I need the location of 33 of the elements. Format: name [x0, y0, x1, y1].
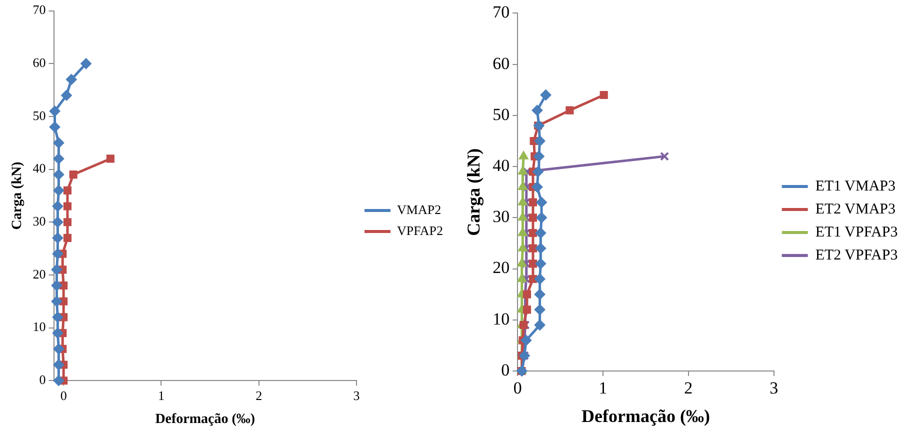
y-tick-label: 50	[32, 108, 46, 123]
y-tick-label: 70	[492, 2, 510, 22]
y-axis-title: Carga (kN)	[463, 148, 484, 236]
x-tick-label: 1	[598, 378, 608, 398]
legend-label: ET2 VPFAP3	[815, 247, 898, 264]
y-tick-label: 60	[492, 54, 510, 73]
y-tick-label: 70	[32, 2, 46, 18]
y-tick-label: 60	[32, 55, 46, 70]
legend-label: ET2 VMAP3	[815, 201, 896, 218]
legend-label: ET1 VMAP3	[815, 178, 896, 194]
legend-label: ET1 VPFAP3	[815, 224, 898, 240]
y-tick-label: 20	[32, 266, 46, 282]
legend-label: VMAP2	[397, 202, 442, 217]
x-tick-label: 3	[770, 378, 778, 398]
x-tick-label: 2	[684, 378, 693, 398]
x-axis-title: Deformação (‰)	[581, 406, 710, 426]
y-tick-label: 50	[492, 104, 510, 124]
y-tick-label: 40	[492, 156, 510, 176]
x-tick-label: 0	[60, 388, 67, 403]
y-tick-label: 30	[32, 214, 46, 229]
x-tick-label: 0	[513, 378, 522, 398]
x-axis-title: Deformação (‰)	[155, 412, 256, 428]
y-tick-label: 10	[492, 309, 510, 328]
y-tick-label: 0	[501, 360, 510, 380]
legend-label: VPFAP2	[397, 222, 444, 238]
x-tick-label: 1	[158, 388, 164, 403]
y-tick-label: 20	[492, 258, 510, 278]
y-tick-label: 30	[492, 207, 510, 226]
y-axis-title: Carga (kN)	[10, 161, 26, 230]
x-tick-label: 3	[353, 388, 360, 403]
y-tick-label: 40	[32, 160, 46, 176]
y-tick-label: 10	[32, 319, 46, 334]
x-tick-label: 2	[256, 388, 262, 403]
